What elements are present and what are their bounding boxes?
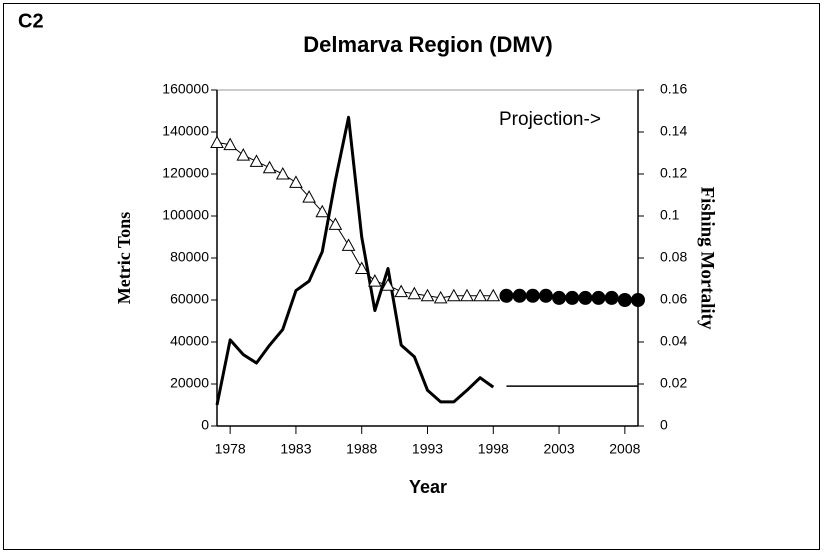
y2-tick-label: 0.08 [660,249,687,265]
y2-axis-label: Fishing Mortality [697,186,718,330]
y-tick-label: 140000 [162,123,209,139]
circle-marker [604,290,619,305]
triangle-marker [394,284,409,298]
triangle-marker [236,148,251,161]
x-axis-label: Year [409,477,447,497]
triangle-marker [354,261,369,274]
y2-tick-label: 0.02 [660,375,687,391]
y-tick-label: 20000 [170,375,209,391]
panel-label: C2 [18,10,44,32]
y-tick-label: 40000 [170,333,209,349]
x-tick-label: 1983 [280,441,311,457]
circle-marker [552,290,567,305]
y-tick-label: 0 [201,417,209,433]
circle-marker [578,290,593,305]
triangle-marker [486,288,501,302]
circle-marker [499,288,514,303]
triangle-marker [368,274,382,287]
triangle-marker [328,217,343,230]
x-tick-label: 1993 [412,441,443,457]
y2-tick-label: 0.12 [660,165,687,181]
chart-title: Delmarva Region (DMV) [303,32,552,57]
triangle-marker [433,290,448,304]
triangle-marker [341,238,356,251]
triangle-marker [210,135,224,148]
y2-tick-label: 0.1 [660,207,680,223]
triangle-marker [381,278,395,291]
y2-tick-label: 0.14 [660,123,687,139]
triangle-marker [289,175,303,188]
y-tick-label: 100000 [162,207,209,223]
y-tick-label: 80000 [170,249,209,265]
triangle-marker [420,288,435,302]
circle-marker [538,288,553,303]
triangle-marker [249,154,264,167]
x-tick-label: 1988 [346,441,377,457]
y2-tick-label: 0.06 [660,291,687,307]
x-tick-label: 2008 [609,441,640,457]
circle-marker [565,290,580,305]
y-axis-label: Metric Tons [114,212,134,305]
x-tick-label: 1978 [215,441,246,457]
frame [3,3,820,550]
triangle-marker [275,166,290,180]
x-tick-label: 1998 [478,441,509,457]
circle-marker [512,288,527,303]
y2-tick-label: 0.16 [660,81,687,97]
triangle-marker [446,288,461,302]
series-line [215,115,495,406]
triangle-marker [460,288,474,302]
y2-tick-label: 0.04 [660,333,687,349]
triangle-marker [407,286,422,300]
triangle-marker [302,190,316,203]
circle-marker [617,293,632,307]
y-tick-label: 60000 [170,291,209,307]
y-tick-label: 160000 [162,81,209,97]
circle-marker [591,290,606,305]
annotation: Projection-> [499,109,601,130]
x-tick-label: 2003 [543,441,574,457]
circle-marker [631,293,645,307]
triangle-marker [473,288,487,302]
circle-marker [525,288,540,303]
triangle-marker [262,160,277,174]
triangle-marker [315,204,330,218]
series-line [216,142,494,299]
triangle-marker [223,137,237,151]
y-tick-label: 120000 [162,165,209,181]
y2-tick-label: 0 [660,417,668,433]
